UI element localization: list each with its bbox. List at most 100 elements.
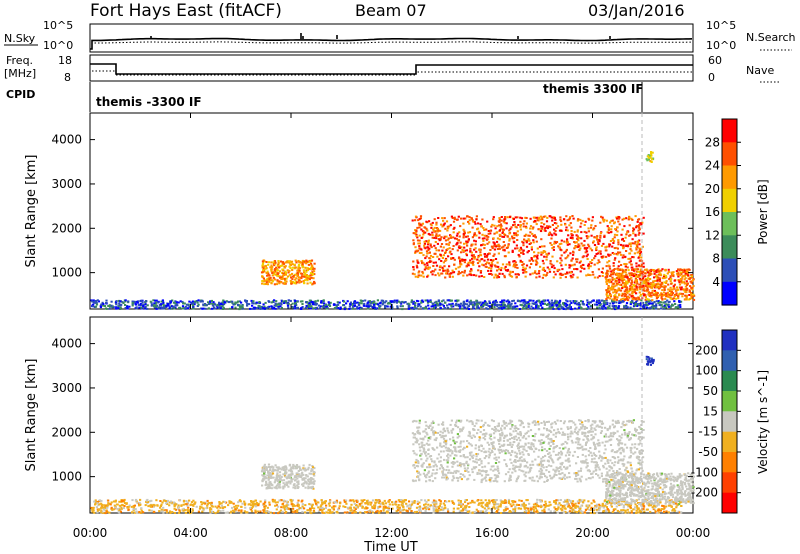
data-cell xyxy=(504,509,507,512)
data-cell xyxy=(447,270,450,273)
data-cell xyxy=(535,240,538,243)
data-cell xyxy=(118,504,121,507)
data-cell xyxy=(196,305,199,307)
data-cell xyxy=(691,280,694,283)
data-cell xyxy=(303,282,306,285)
data-cell xyxy=(658,278,661,281)
data-cell xyxy=(371,499,375,502)
data-cell xyxy=(636,305,639,307)
data-cell xyxy=(614,305,617,308)
data-cell xyxy=(595,249,598,251)
nsearch-tick-bottom: 10^0 xyxy=(706,39,736,52)
data-cell xyxy=(527,301,530,304)
data-cell xyxy=(429,299,432,302)
data-cell xyxy=(538,245,542,248)
data-cell xyxy=(295,277,298,280)
data-cell xyxy=(495,304,499,306)
data-cell xyxy=(575,268,578,270)
data-cell xyxy=(507,243,510,246)
data-cell xyxy=(669,292,673,295)
data-cell xyxy=(178,306,181,309)
data-cell xyxy=(312,282,315,285)
data-cell xyxy=(501,272,504,275)
data-cell xyxy=(685,297,688,300)
data-cell xyxy=(491,506,495,509)
data-cell xyxy=(519,216,522,219)
data-cell xyxy=(653,507,656,510)
data-cell xyxy=(620,294,624,297)
data-cell xyxy=(447,255,450,258)
data-cell xyxy=(449,236,453,239)
data-cell xyxy=(596,238,599,241)
data-cell xyxy=(682,271,685,274)
data-cell xyxy=(276,271,279,274)
data-cell xyxy=(645,282,648,285)
data-cell xyxy=(612,271,615,274)
data-cell xyxy=(493,248,496,251)
data-cell xyxy=(502,235,506,238)
data-cell xyxy=(657,270,661,273)
data-cell xyxy=(174,508,178,511)
data-cell xyxy=(444,252,447,254)
data-cell xyxy=(571,504,574,507)
data-cell xyxy=(512,260,515,263)
data-cell xyxy=(653,286,656,289)
data-cell xyxy=(524,300,527,303)
data-cell xyxy=(107,305,110,307)
data-cell xyxy=(544,506,547,509)
data-cell xyxy=(234,302,237,305)
data-cell xyxy=(438,239,441,242)
data-cell xyxy=(617,287,620,290)
data-cell xyxy=(453,226,456,229)
data-cell xyxy=(589,509,592,511)
data-cell xyxy=(396,507,399,510)
data-cell xyxy=(246,511,249,514)
data-cell xyxy=(418,242,421,245)
data-cell xyxy=(622,269,625,272)
data-cell xyxy=(569,499,572,502)
data-cell xyxy=(583,267,586,270)
data-cell xyxy=(401,504,404,507)
data-cell xyxy=(630,510,633,512)
data-cell xyxy=(473,234,476,237)
data-cell xyxy=(409,507,412,510)
data-cell xyxy=(578,261,581,264)
data-cell xyxy=(535,301,538,304)
data-cell xyxy=(476,307,479,310)
data-cell xyxy=(615,216,618,219)
data-cell xyxy=(116,503,119,506)
data-cell xyxy=(266,274,269,277)
data-cell xyxy=(335,510,338,513)
data-cell xyxy=(559,248,562,251)
data-cell xyxy=(542,250,545,252)
data-cell xyxy=(111,508,114,511)
data-cell xyxy=(185,303,189,306)
data-cell xyxy=(416,226,419,229)
data-cell xyxy=(446,238,450,241)
data-cell xyxy=(482,264,485,267)
data-cell xyxy=(677,295,680,298)
data-cell xyxy=(532,239,535,242)
data-cell xyxy=(254,499,257,502)
data-cell xyxy=(557,503,560,506)
data-cell xyxy=(401,305,404,308)
data-cell xyxy=(592,241,595,244)
data-cell xyxy=(498,247,501,250)
data-cell xyxy=(304,306,307,309)
data-cell xyxy=(104,512,107,515)
data-cell xyxy=(251,301,254,304)
data-cell xyxy=(211,302,214,305)
data-cell xyxy=(540,253,543,256)
data-cell xyxy=(289,279,292,282)
nave-label: Nave xyxy=(746,64,774,77)
data-cell xyxy=(635,273,638,276)
data-cell xyxy=(493,224,496,227)
data-cell xyxy=(509,275,512,277)
data-cell xyxy=(245,301,248,304)
data-cell xyxy=(488,302,492,305)
data-cell xyxy=(201,307,204,310)
data-cell xyxy=(553,500,556,502)
data-cell xyxy=(420,499,423,502)
data-cell xyxy=(474,303,477,306)
data-cell xyxy=(142,306,145,309)
